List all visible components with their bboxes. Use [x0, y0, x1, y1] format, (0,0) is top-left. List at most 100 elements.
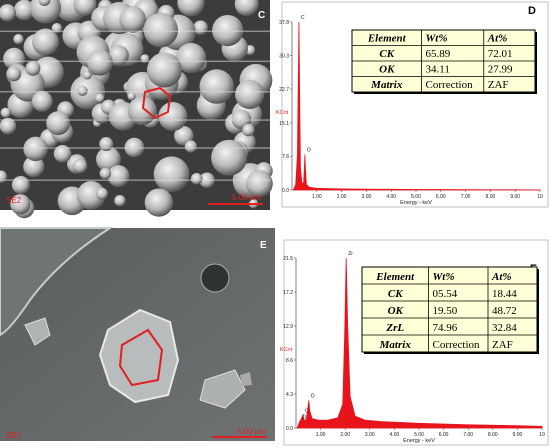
x-tick-label: 1.00 [312, 194, 322, 200]
x-tick-label: 10 [537, 194, 543, 200]
x-tick-label: 8.00 [488, 432, 498, 438]
sphere [127, 92, 136, 101]
selection-outline [141, 86, 172, 120]
sphere [32, 28, 59, 56]
sphere [99, 167, 112, 180]
scan-streak [0, 90, 270, 93]
y-tick-label: 8.6 [286, 358, 293, 364]
sphere [23, 156, 45, 178]
scale-bar [208, 203, 263, 205]
table-header-cell: ZrL [385, 322, 404, 334]
sphere [184, 140, 198, 153]
sphere [234, 0, 259, 17]
y-tick-label: 4.3 [286, 392, 293, 398]
table-cell: 34.11 [426, 64, 450, 76]
table-header-cell: OK [388, 305, 404, 317]
table-cell: 48.72 [492, 305, 517, 317]
sphere [211, 139, 247, 176]
x-axis-label: Energy - keV [403, 438, 435, 444]
sphere [99, 137, 114, 152]
sphere [242, 123, 255, 137]
x-tick-label: 4.00 [386, 194, 396, 200]
sphere [73, 0, 97, 16]
table-header-cell: Wt% [433, 271, 455, 283]
scan-streak [0, 60, 270, 63]
x-tick-label: 5.00 [414, 432, 424, 438]
panel-label: D [528, 5, 536, 17]
table-cell: 18.44 [492, 288, 517, 300]
table-header-cell: Element [367, 33, 407, 45]
selection-outline [118, 328, 164, 387]
sphere [25, 60, 41, 76]
table-header-cell: Wt% [426, 33, 448, 45]
particle [240, 372, 252, 386]
detector-label: SE2 [6, 196, 22, 205]
x-tick-label: 9.00 [510, 194, 520, 200]
sphere [158, 101, 188, 131]
sem-image-c [0, 0, 273, 219]
x-tick-label: 5.00 [411, 194, 421, 200]
table-cell: 05.54 [433, 288, 458, 300]
sphere [72, 158, 88, 174]
table-bg [361, 266, 538, 353]
sphere [83, 70, 92, 80]
sphere [0, 117, 17, 135]
sphere [96, 146, 121, 172]
panel-label: C [258, 10, 265, 21]
sphere [23, 136, 48, 162]
scale-label: 5.00 µm [232, 193, 261, 202]
y-tick-label: 30.3 [279, 53, 289, 59]
table-cell: 27.99 [488, 64, 513, 76]
pore [200, 263, 230, 293]
y-axis-label: KCnt [280, 347, 293, 353]
sphere [114, 195, 126, 207]
sphere [87, 49, 113, 76]
scan-streak [0, 179, 270, 181]
table-header-cell: CK [388, 288, 403, 300]
scan-streak [0, 30, 270, 33]
x-tick-label: 6.00 [436, 194, 446, 200]
y-tick-label: 21.5 [283, 256, 293, 262]
peak-label: O [311, 393, 315, 399]
table-header-cell: OK [379, 64, 395, 76]
table-header-cell: CK [379, 48, 394, 60]
peak-label: Zr [348, 251, 353, 257]
x-tick-label: 1.00 [316, 432, 326, 438]
table-cell: ZAF [488, 79, 509, 91]
sphere [76, 181, 106, 210]
x-tick-label: 3.00 [362, 194, 372, 200]
table-cell: 32.84 [492, 322, 517, 334]
y-tick-label: 0.0 [282, 188, 289, 194]
table-cell: 74.96 [433, 322, 458, 334]
sem-image-e [0, 227, 275, 441]
table-header-cell: Matrix [370, 79, 403, 91]
x-tick-label: 9.00 [513, 432, 523, 438]
y-axis-label: KCnt [276, 110, 289, 116]
x-tick-label: 10 [539, 432, 545, 438]
peak-label: Zr [302, 415, 307, 421]
sphere [0, 4, 17, 22]
peak-label: C [301, 15, 305, 21]
table-cell: 19.50 [433, 305, 458, 317]
sphere [77, 85, 88, 97]
y-tick-label: 17.2 [283, 290, 293, 296]
sphere [127, 96, 157, 126]
sphere [29, 0, 62, 24]
peak-label: C [305, 408, 309, 414]
x-tick-label: 3.00 [365, 432, 375, 438]
table-cell: Correction [433, 339, 481, 351]
peak-label: O [307, 147, 311, 153]
sphere [174, 126, 194, 146]
sphere [143, 12, 179, 48]
sphere [190, 172, 203, 185]
sphere [176, 42, 207, 74]
eds-spectrum: F0.04.38.612.917.221.51.002.003.004.005.… [280, 239, 549, 446]
sphere [10, 194, 31, 215]
y-tick-label: 12.9 [283, 324, 293, 330]
x-tick-label: 7.00 [463, 432, 473, 438]
sphere [144, 188, 173, 217]
eds-spectrum: D 0.0 7.6 15.1 22.7 30.3 37.8 1.00 2.00 3.00 4.00 5… [276, 1, 549, 208]
sphere [107, 165, 130, 188]
